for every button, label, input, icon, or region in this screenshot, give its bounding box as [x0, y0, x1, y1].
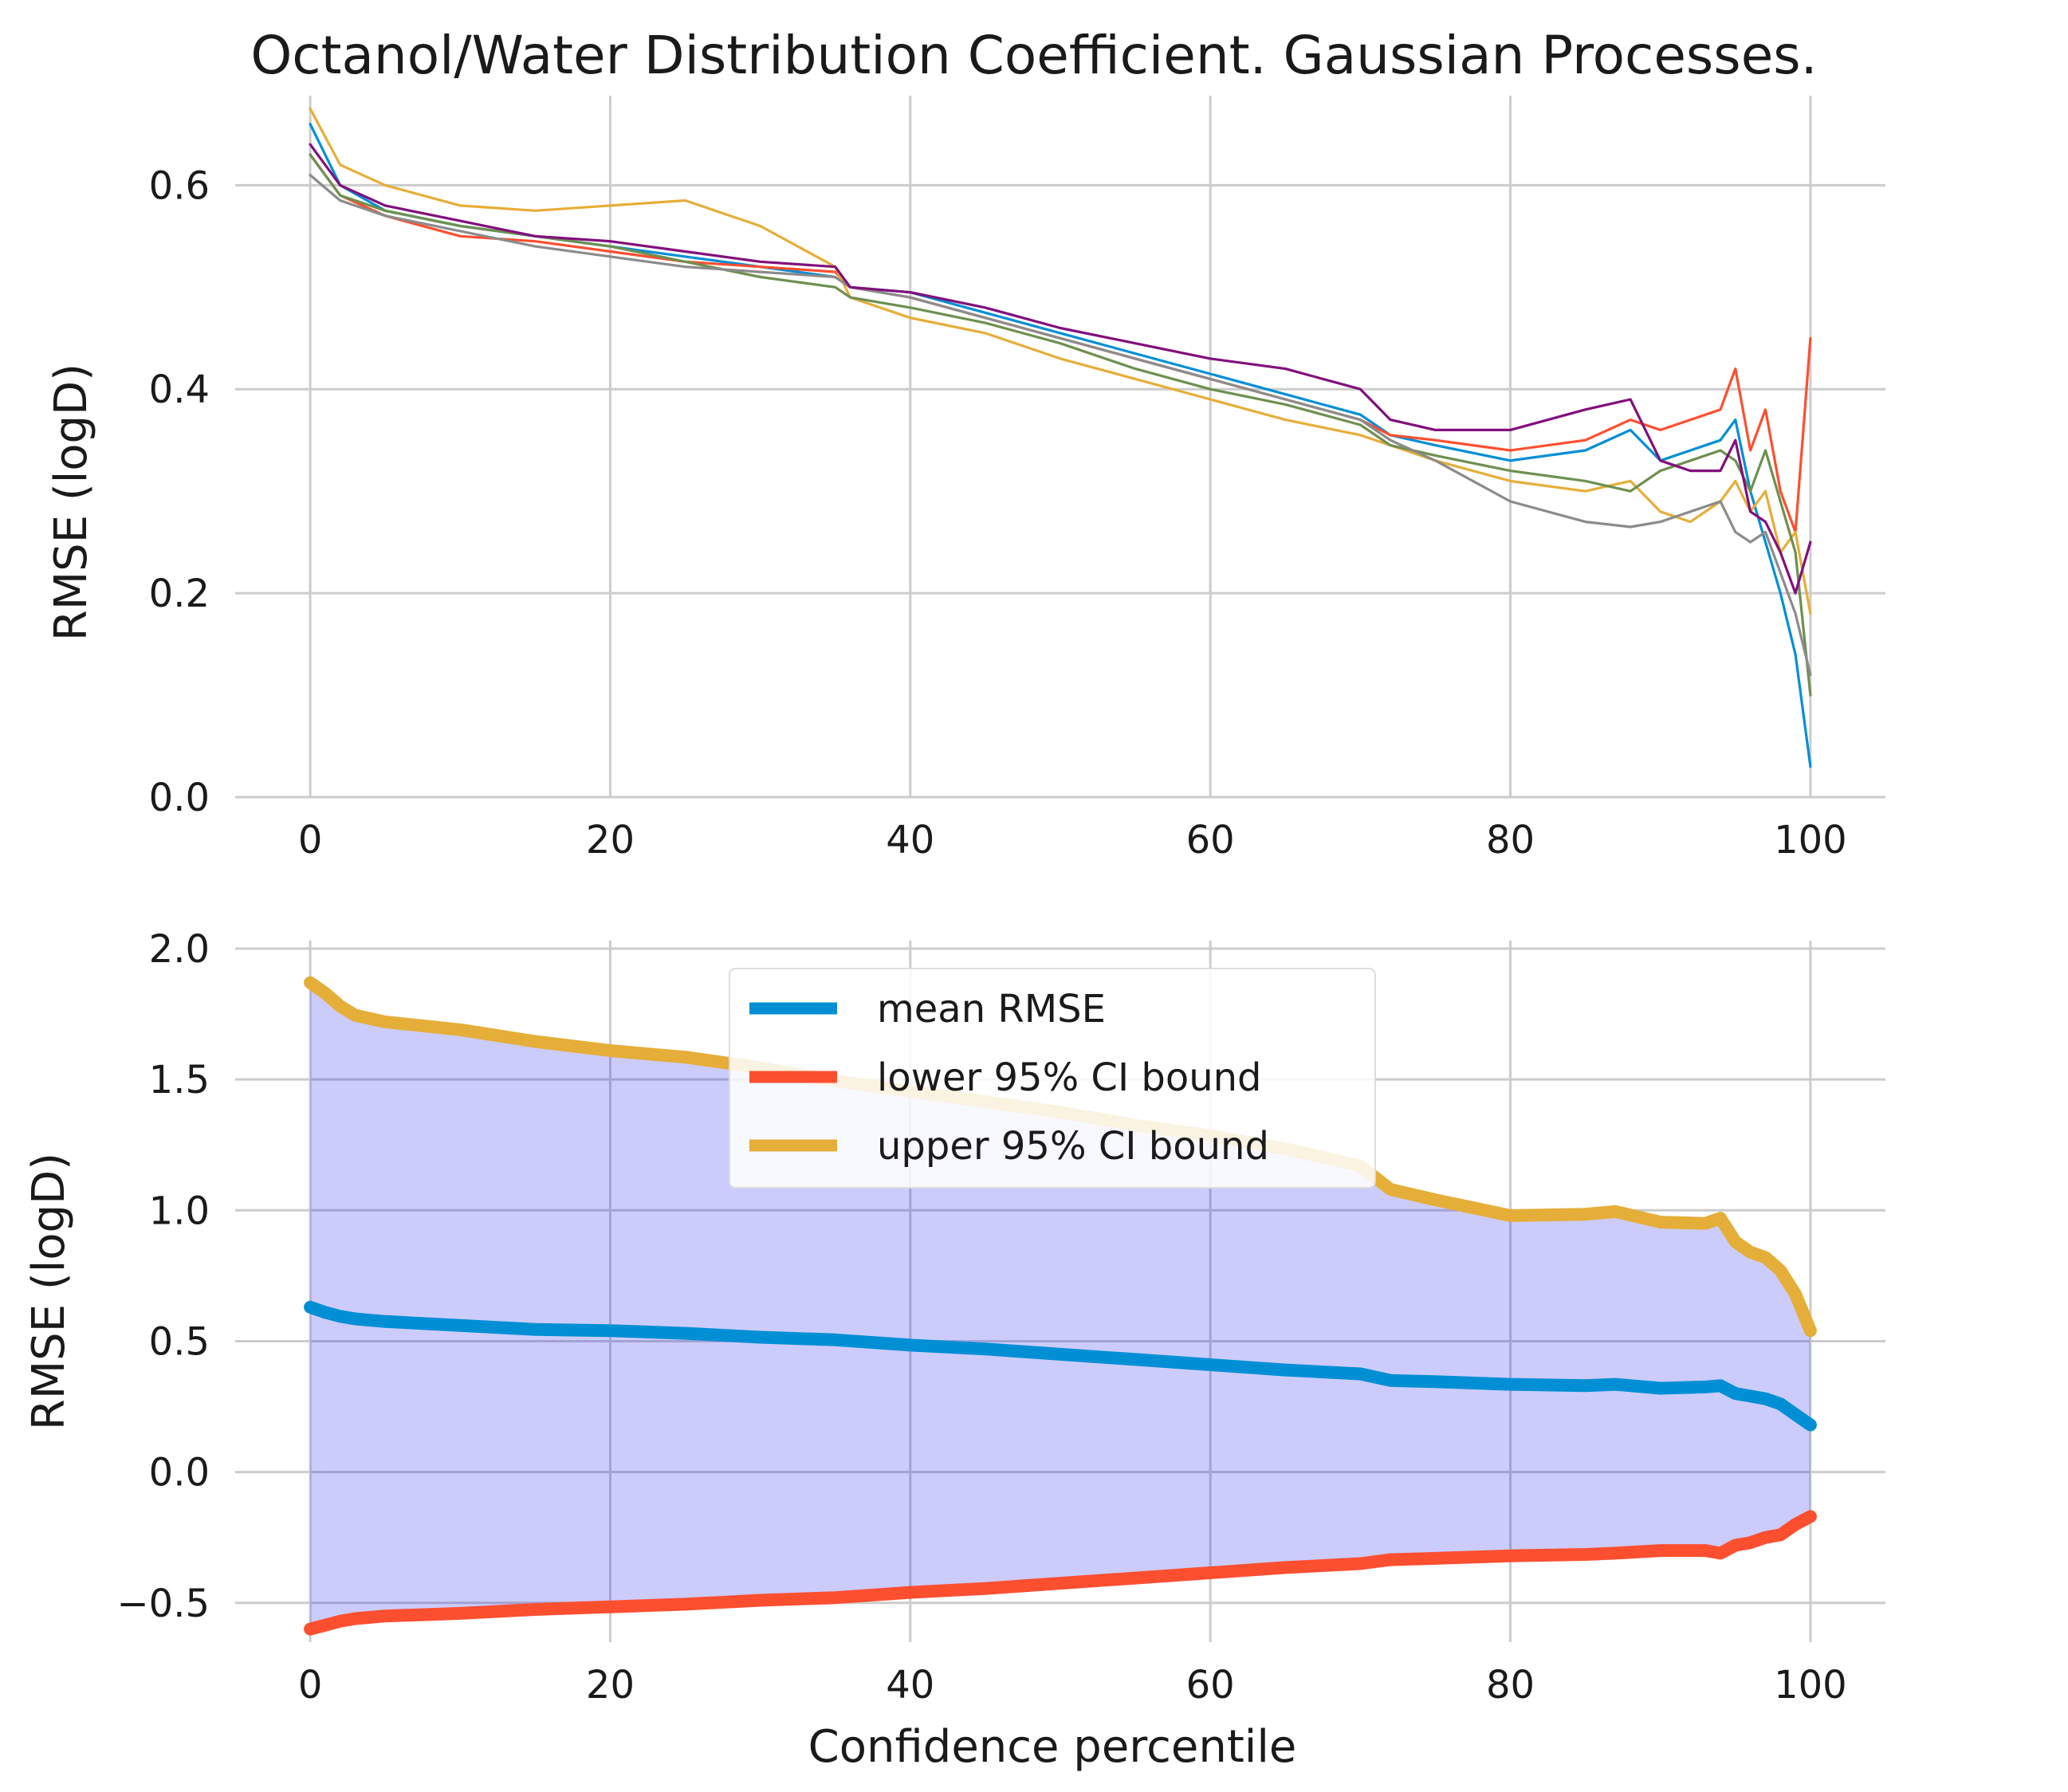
top-y-tick-label: 0.4 — [149, 367, 210, 412]
chart-title: Octanol/Water Distribution Coefficient. … — [250, 25, 1817, 86]
legend-box — [729, 968, 1376, 1189]
top-series-1-line — [309, 123, 1812, 768]
top-chart: 0 20 40 60 80 100 0.0 0.2 0.4 0.6 — [149, 96, 1885, 863]
bottom-x-tick-label: 80 — [1486, 1663, 1535, 1708]
bottom-x-tick-label: 20 — [586, 1663, 635, 1708]
bottom-y-axis-label: RMSE (logD) — [23, 1153, 75, 1430]
top-series-4-line — [309, 153, 1812, 697]
top-x-tick-label: 0 — [298, 818, 323, 863]
top-y-axis-label: RMSE (logD) — [45, 364, 97, 641]
bottom-x-tick-label: 100 — [1774, 1663, 1847, 1708]
top-y-tick-label: 0.2 — [149, 572, 210, 616]
bottom-x-tick-label: 40 — [886, 1663, 934, 1708]
top-series-3-line — [309, 107, 1812, 615]
bottom-y-tick-label: 1.0 — [149, 1189, 210, 1233]
top-x-tick-label: 20 — [586, 818, 635, 863]
top-series-5-line — [309, 174, 1812, 677]
bottom-x-tick-label: 0 — [298, 1663, 323, 1708]
legend-label: lower 95% CI bound — [877, 1055, 1262, 1100]
top-series-6-line — [309, 143, 1812, 595]
bottom-chart: 0 20 40 60 80 100 −0.5 0.0 0.5 1.0 1.5 2.0 mean RMSE… — [116, 927, 1885, 1708]
top-x-tick-label: 80 — [1486, 818, 1535, 863]
x-axis-label: Confidence percentile — [808, 1721, 1297, 1773]
ci-fill-area — [310, 982, 1810, 1629]
lower-95-ci-bound-line — [304, 1510, 1817, 1636]
top-y-tick-label: 0.6 — [149, 163, 210, 208]
bottom-x-tick-label: 60 — [1186, 1663, 1235, 1708]
legend: mean RMSE lower 95% CI bound upper 95% CI … — [729, 968, 1376, 1189]
legend-label: mean RMSE — [877, 987, 1106, 1032]
bottom-y-tick-label: 1.5 — [149, 1058, 210, 1102]
bottom-y-tick-label: −0.5 — [116, 1582, 210, 1626]
top-x-tick-label: 60 — [1186, 818, 1235, 863]
top-y-tick-label: 0.0 — [149, 776, 210, 820]
legend-label: upper 95% CI bound — [877, 1124, 1269, 1169]
mean-rmse-line — [304, 1300, 1817, 1432]
top-x-tick-label: 100 — [1774, 818, 1847, 863]
top-x-tick-label: 40 — [886, 818, 934, 863]
bottom-y-tick-label: 0.0 — [149, 1451, 210, 1495]
bottom-y-tick-label: 0.5 — [149, 1319, 210, 1364]
bottom-y-tick-label: 2.0 — [149, 927, 210, 972]
